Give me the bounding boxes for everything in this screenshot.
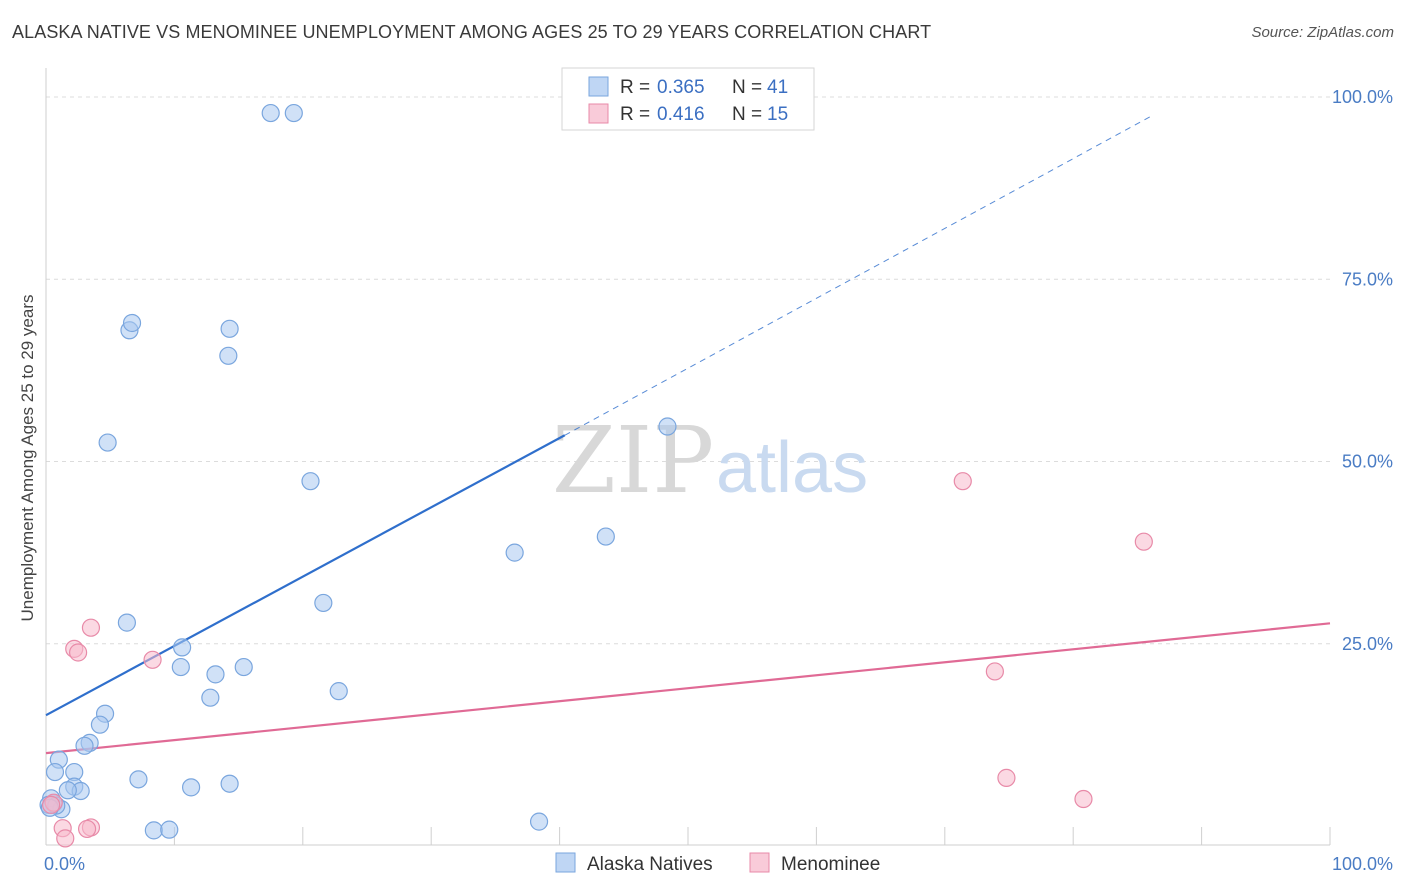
data-point-alaska-natives [220, 319, 239, 338]
data-point-menominee [997, 768, 1016, 787]
x-tick-labels: 0.0% 100.0% [44, 854, 1393, 874]
data-point-alaska-natives [117, 613, 136, 632]
bottom-legend-label: Alaska Natives [587, 854, 713, 875]
data-point-alaska-natives [75, 736, 94, 755]
legend-r-value: 0.416 [657, 104, 705, 125]
legend-r-label: R = [620, 77, 650, 98]
data-point-alaska-natives [658, 417, 677, 436]
data-point-menominee [81, 618, 101, 637]
legend: R = 0.365 N = 41 R = 0.416 N = 15 [561, 67, 815, 131]
watermark-atlas: atlas [716, 428, 868, 508]
trend-lines [45, 116, 1331, 755]
chart-title: ALASKA NATIVE VS MENOMINEE UNEMPLOYMENT … [12, 22, 932, 42]
y-tick-labels: 25.0% 50.0% 75.0% 100.0% [1332, 87, 1393, 654]
data-point-alaska-natives [129, 770, 148, 789]
data-point-alaska-natives [173, 638, 192, 657]
bottom-legend: Alaska Natives Menominee [555, 852, 880, 875]
data-point-alaska-natives [234, 657, 253, 677]
data-point-alaska-natives [206, 665, 225, 684]
data-point-menominee [1134, 532, 1153, 551]
x-tick-label: 100.0% [1332, 854, 1393, 874]
data-point-menominee [1074, 789, 1093, 809]
y-tick-label: 25.0% [1342, 634, 1393, 654]
legend-r-label: R = [620, 104, 650, 125]
trend-line-0 [45, 434, 566, 717]
y-tick-label: 50.0% [1342, 452, 1393, 472]
data-point-alaska-natives [219, 346, 238, 365]
watermark-zip: ZIP [552, 407, 714, 514]
x-tick-label: 0.0% [44, 854, 85, 874]
data-point-alaska-natives [171, 657, 190, 677]
data-point-menominee [77, 819, 97, 839]
data-point-alaska-natives [98, 433, 117, 452]
y-tick-label: 75.0% [1342, 269, 1393, 289]
bottom-legend-swatch [555, 852, 576, 873]
data-point-menominee [985, 662, 1004, 681]
bottom-legend-label: Menominee [781, 854, 880, 875]
data-point-alaska-natives [90, 715, 110, 734]
trend-line-extension-0 [564, 116, 1151, 436]
data-point-alaska-natives [144, 821, 163, 840]
legend-swatch [588, 76, 609, 97]
data-point-alaska-natives [220, 774, 239, 793]
data-point-alaska-natives [329, 682, 348, 701]
data-point-alaska-natives [301, 472, 320, 491]
data-point-alaska-natives [314, 593, 333, 613]
data-point-alaska-natives [261, 103, 280, 123]
data-point-alaska-natives [284, 103, 303, 123]
data-point-menominee [143, 650, 162, 669]
data-point-menominee [42, 795, 61, 814]
watermark: ZIP atlas [552, 407, 868, 514]
y-axis-label: Unemployment Among Ages 25 to 29 years [18, 295, 37, 622]
legend-n-value: 15 [767, 104, 788, 125]
data-point-alaska-natives [58, 781, 77, 800]
data-point-alaska-natives [181, 778, 201, 797]
legend-n-label: N = [732, 104, 762, 125]
data-point-menominee [953, 472, 972, 491]
data-points [39, 103, 1153, 848]
axes [45, 68, 1331, 846]
legend-swatch [588, 103, 609, 124]
data-point-menominee [68, 643, 88, 662]
bottom-legend-swatch [749, 852, 770, 873]
trend-line-1 [45, 622, 1331, 755]
data-point-menominee [56, 829, 75, 848]
chart-source: Source: ZipAtlas.com [1251, 24, 1394, 41]
y-tick-label: 100.0% [1332, 87, 1393, 107]
data-point-alaska-natives [596, 527, 615, 546]
data-point-alaska-natives [45, 762, 65, 782]
data-point-alaska-natives [160, 820, 179, 839]
data-point-alaska-natives [201, 688, 220, 707]
legend-n-value: 41 [767, 77, 788, 98]
data-point-alaska-natives [122, 313, 142, 333]
data-point-alaska-natives [529, 812, 549, 831]
legend-n-label: N = [732, 77, 762, 98]
legend-r-value: 0.365 [657, 77, 705, 98]
grid-lines [46, 96, 1330, 645]
data-point-alaska-natives [505, 543, 524, 562]
